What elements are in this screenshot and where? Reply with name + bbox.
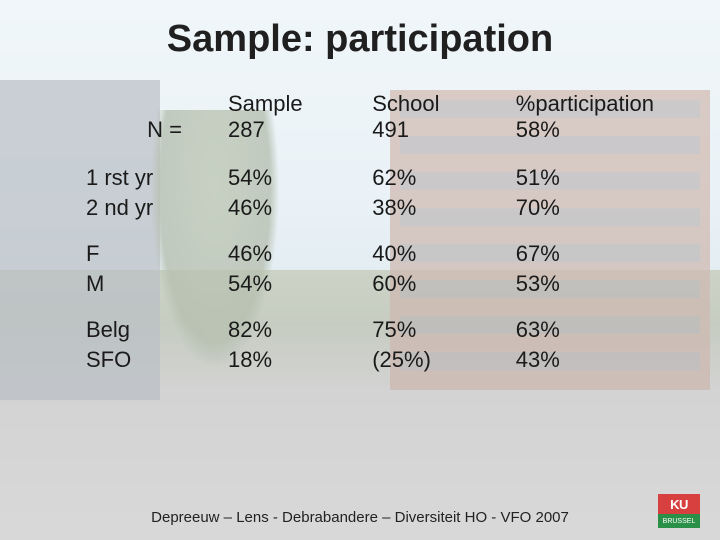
logo-top: KU — [658, 494, 700, 514]
table-row: 2 nd yr 46% 38% 70% — [80, 193, 660, 231]
cell: 67% — [510, 231, 660, 269]
cell: 46% — [222, 231, 366, 269]
cell: 18% — [222, 345, 366, 383]
cell: 54% — [222, 269, 366, 307]
n-label: N = — [80, 117, 222, 155]
row-label: SFO — [80, 345, 222, 383]
table-row: F 46% 40% 67% — [80, 231, 660, 269]
row-label: F — [80, 231, 222, 269]
logo-bottom: BRUSSEL — [658, 514, 700, 528]
row-label: 2 nd yr — [80, 193, 222, 231]
header-sample: Sample — [222, 89, 366, 117]
n-sample: 287 — [222, 117, 366, 155]
cell: 53% — [510, 269, 660, 307]
header-row: Sample School %participation — [80, 89, 660, 117]
row-label: Belg — [80, 307, 222, 345]
table-row: SFO 18% (25%) 43% — [80, 345, 660, 383]
header-participation: %participation — [510, 89, 660, 117]
n-row: N = 287 491 58% — [80, 117, 660, 155]
table-row: Belg 82% 75% 63% — [80, 307, 660, 345]
n-school: 491 — [366, 117, 510, 155]
table-row: M 54% 60% 53% — [80, 269, 660, 307]
row-label: 1 rst yr — [80, 155, 222, 193]
header-school: School — [366, 89, 510, 117]
slide-title: Sample: participation — [0, 18, 720, 61]
cell: 63% — [510, 307, 660, 345]
row-label: M — [80, 269, 222, 307]
cell: 60% — [366, 269, 510, 307]
cell: 43% — [510, 345, 660, 383]
cell: (25%) — [366, 345, 510, 383]
cell: 51% — [510, 155, 660, 193]
participation-table: Sample School %participation N = 287 491… — [80, 89, 660, 383]
cell: 70% — [510, 193, 660, 231]
cell: 75% — [366, 307, 510, 345]
footer-citation: Depreeuw – Lens - Debrabandere – Diversi… — [0, 509, 720, 526]
data-table-wrap: Sample School %participation N = 287 491… — [0, 89, 720, 383]
n-participation: 58% — [510, 117, 660, 155]
cell: 62% — [366, 155, 510, 193]
cell: 38% — [366, 193, 510, 231]
university-logo: KU BRUSSEL — [658, 494, 700, 528]
table-row: 1 rst yr 54% 62% 51% — [80, 155, 660, 193]
cell: 46% — [222, 193, 366, 231]
cell: 40% — [366, 231, 510, 269]
slide-content: Sample: participation Sample School %par… — [0, 0, 720, 540]
cell: 82% — [222, 307, 366, 345]
cell: 54% — [222, 155, 366, 193]
